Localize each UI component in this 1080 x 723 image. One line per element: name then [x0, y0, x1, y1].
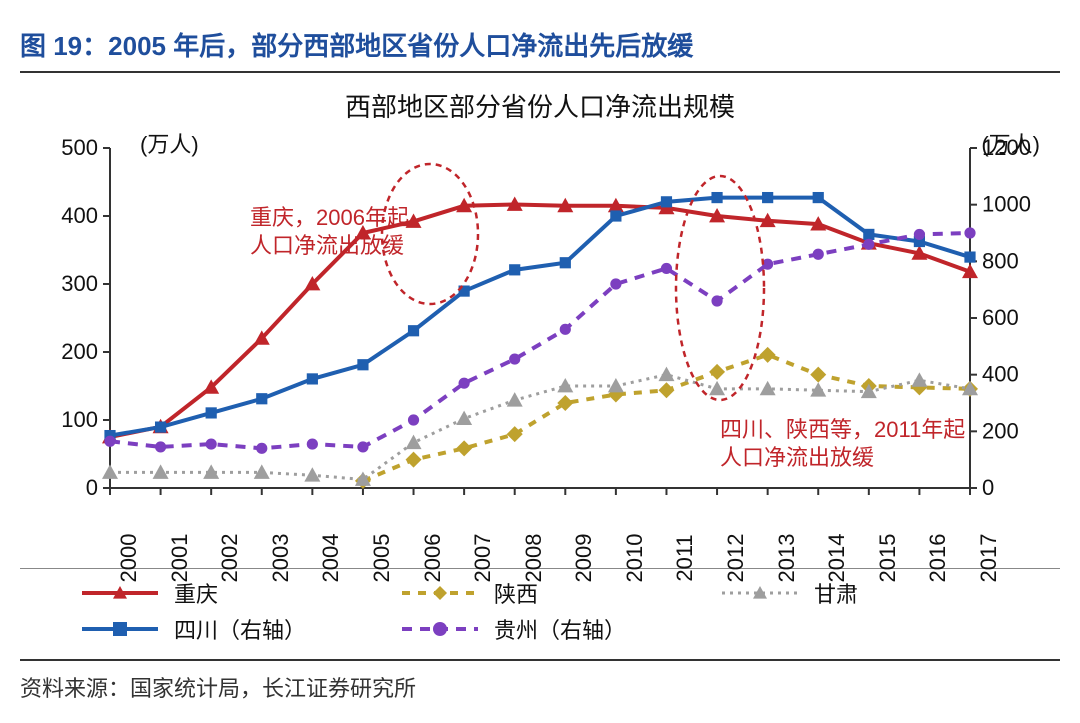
figure-title: 图 19：2005 年后，部分西部地区省份人口净流出先后放缓 [20, 20, 1060, 73]
legend-item: 四川（右轴） [80, 613, 360, 645]
x-tick-label: 2009 [571, 534, 597, 583]
svg-text:(万人): (万人) [981, 132, 1040, 157]
svg-text:500: 500 [61, 135, 98, 160]
svg-text:400: 400 [982, 362, 1019, 387]
legend-swatch-icon [400, 617, 480, 641]
legend-swatch-icon [80, 617, 160, 641]
x-tick-label: 2015 [875, 534, 901, 583]
source-line: 资料来源：国家统计局，长江证券研究所 [20, 661, 1060, 703]
svg-text:200: 200 [61, 339, 98, 364]
x-tick-label: 2014 [824, 534, 850, 583]
x-tick-label: 2000 [116, 534, 142, 583]
svg-text:0: 0 [982, 475, 994, 500]
chart-area: 0100200300400500020040060080010001200(万人… [20, 128, 1060, 568]
x-tick-label: 2005 [369, 534, 395, 583]
x-tick-label: 2004 [318, 534, 344, 583]
legend-label: 四川（右轴） [174, 613, 306, 645]
svg-text:100: 100 [61, 407, 98, 432]
legend-label: 贵州（右轴） [494, 613, 626, 645]
legend-item: 贵州（右轴） [400, 613, 680, 645]
x-tick-label: 2007 [470, 534, 496, 583]
legend-item: 甘肃 [720, 577, 1000, 609]
x-tick-label: 2001 [167, 534, 193, 583]
x-tick-label: 2017 [976, 534, 1002, 583]
svg-text:800: 800 [982, 248, 1019, 273]
chart-annotation: 四川、陕西等，2011年起人口净流出放缓 [720, 416, 965, 471]
svg-text:600: 600 [982, 305, 1019, 330]
x-tick-label: 2012 [723, 534, 749, 583]
x-tick-label: 2002 [217, 534, 243, 583]
legend-swatch-icon [720, 581, 800, 605]
x-tick-label: 2013 [774, 534, 800, 583]
x-axis-labels: 2000200120022003200420052006200720082009… [20, 498, 1060, 568]
legend-swatch-icon [400, 581, 480, 605]
legend-swatch-icon [80, 581, 160, 605]
chart-title: 西部地区部分省份人口净流出规模 [20, 87, 1060, 124]
x-tick-label: 2003 [268, 534, 294, 583]
svg-text:400: 400 [61, 203, 98, 228]
svg-text:300: 300 [61, 271, 98, 296]
x-tick-label: 2016 [925, 534, 951, 583]
svg-text:0: 0 [86, 475, 98, 500]
x-tick-label: 2006 [420, 534, 446, 583]
figure-19: 图 19：2005 年后，部分西部地区省份人口净流出先后放缓 西部地区部分省份人… [20, 20, 1060, 703]
chart-annotation: 重庆，2006年起人口净流出放缓 [250, 204, 409, 259]
x-tick-label: 2010 [622, 534, 648, 583]
x-tick-label: 2008 [521, 534, 547, 583]
svg-text:(万人): (万人) [140, 132, 199, 157]
svg-text:200: 200 [982, 418, 1019, 443]
x-tick-label: 2011 [672, 534, 698, 581]
svg-text:1000: 1000 [982, 192, 1031, 217]
